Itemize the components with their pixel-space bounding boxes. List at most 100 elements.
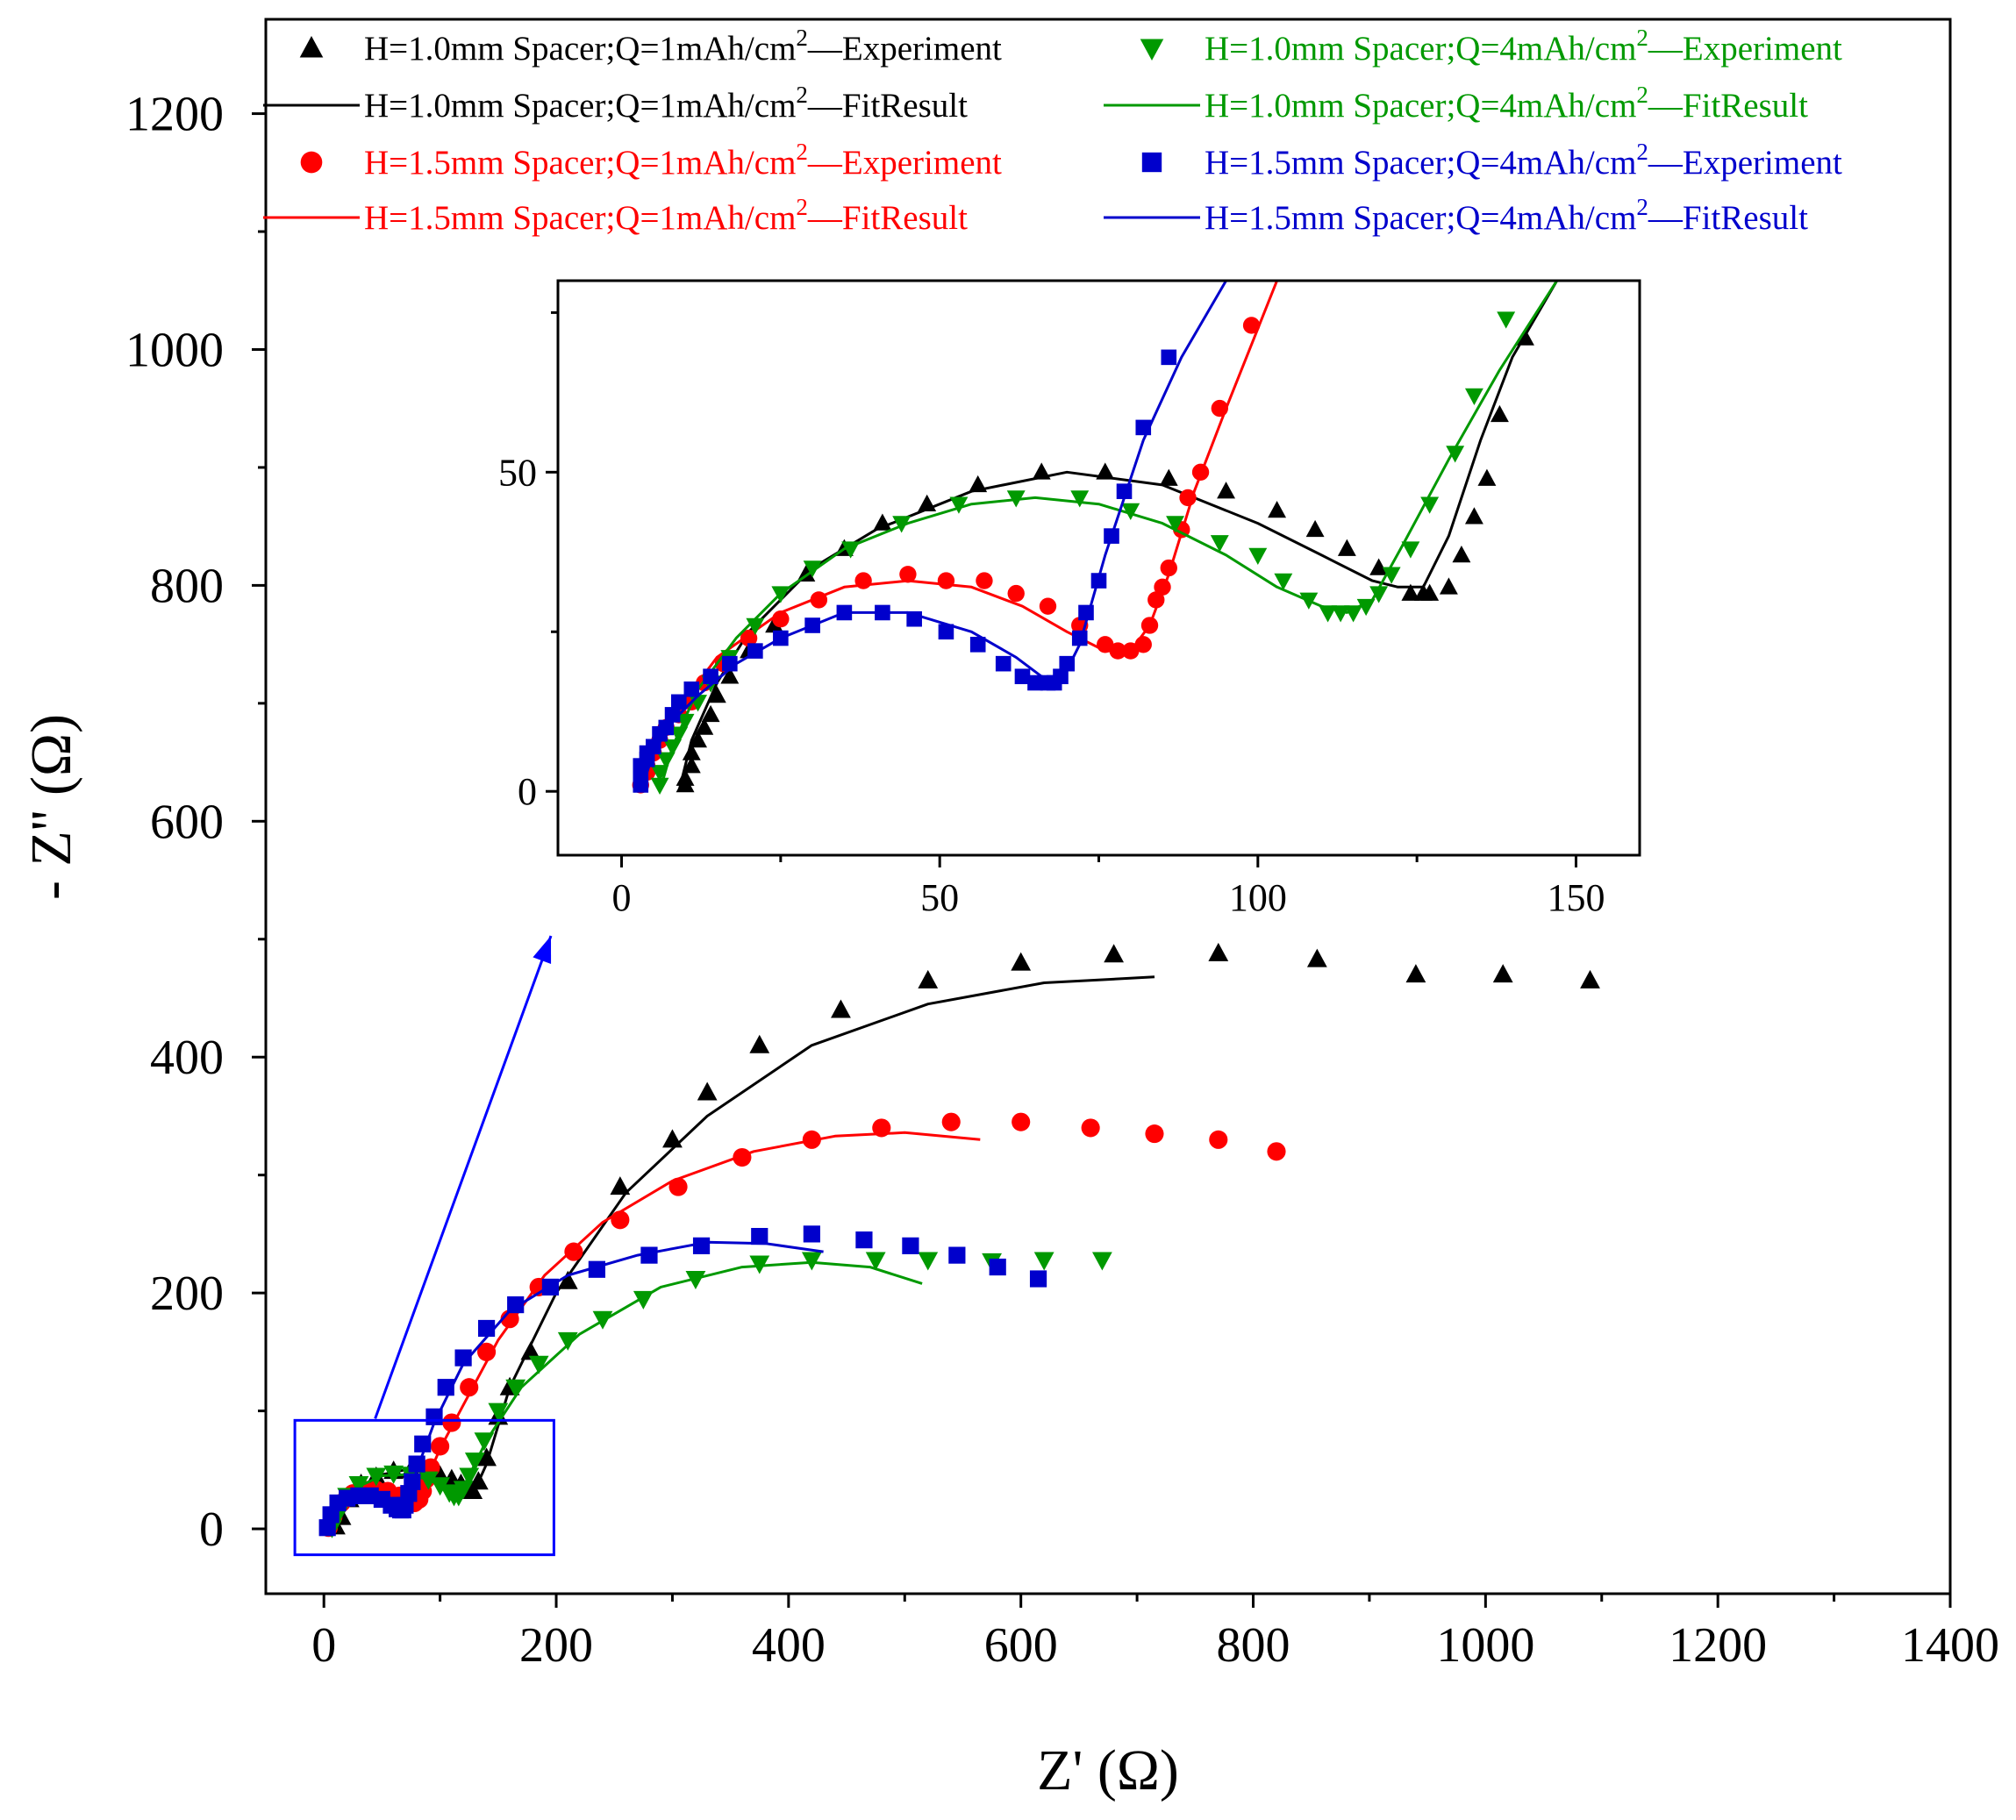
inset-x-tick-label: 100 <box>1229 876 1287 919</box>
legend-marker-swatch <box>1140 39 1164 61</box>
fit-line <box>331 1260 923 1530</box>
inset-data-point <box>1166 516 1184 533</box>
legend-label: H=1.0mm Spacer;Q=4mAh/cm2—FitResult <box>1205 82 1808 125</box>
y-tick-label: 600 <box>150 795 224 849</box>
legend-entry-3: H=1.5mm Spacer;Q=1mAh/cm2—Experiment <box>300 139 1002 182</box>
series-8-line <box>325 1240 824 1530</box>
zoom-region-box <box>293 1418 555 1557</box>
x-tick-label: 0 <box>311 1618 336 1673</box>
inset-x-tick-label: 0 <box>612 876 632 919</box>
inset-data-point <box>995 655 1012 672</box>
y-tick-label: 0 <box>199 1502 224 1557</box>
inset-data-point <box>1497 311 1516 329</box>
legend-marker-swatch <box>299 36 324 58</box>
inset-data-point <box>1159 468 1178 486</box>
data-point <box>918 969 939 989</box>
main-series <box>318 942 1600 1538</box>
inset-data-point <box>1210 535 1229 553</box>
inset-data-point <box>1401 541 1420 559</box>
inset-data-point <box>899 566 917 583</box>
inset-data-point <box>1464 388 1483 405</box>
legend-entry-8: H=1.5mm Spacer;Q=4mAh/cm2—FitResult <box>1104 194 1808 237</box>
y-tick-label: 200 <box>150 1267 224 1321</box>
inset-data-point <box>1337 539 1356 556</box>
inset-data-point <box>1070 490 1090 508</box>
data-point <box>803 1225 820 1243</box>
inset-data-point <box>1439 577 1458 595</box>
data-point <box>1081 1118 1100 1138</box>
data-point <box>453 1481 474 1500</box>
data-point <box>505 1379 526 1398</box>
data-point <box>460 1378 479 1397</box>
data-point <box>668 1177 688 1196</box>
data-point <box>865 1252 886 1271</box>
inset-series-1-scatter <box>676 328 1534 793</box>
data-point <box>1209 1130 1228 1149</box>
legend-label: H=1.0mm Spacer;Q=1mAh/cm2—FitResult <box>364 82 968 125</box>
data-point <box>528 1355 549 1374</box>
inset-data-point <box>701 704 720 723</box>
inset-data-point <box>976 572 993 589</box>
inset-data-point <box>803 560 822 578</box>
x-axis-title: Z' (Ω) <box>1037 1738 1179 1802</box>
legend: H=1.0mm Spacer;Q=1mAh/cm2—Experiment H=1.… <box>263 25 1842 237</box>
legend-label: H=1.5mm Spacer;Q=1mAh/cm2—FitResult <box>364 194 968 237</box>
inset-data-point <box>1134 636 1152 653</box>
y-tick-label: 1200 <box>125 88 224 142</box>
inset-data-point <box>1452 545 1471 563</box>
data-point <box>1267 1142 1286 1161</box>
y-tick-label: 1000 <box>125 323 224 377</box>
inset-data-point <box>1369 558 1389 575</box>
inset-data-point <box>1161 349 1177 366</box>
inset-data-point <box>1490 404 1509 423</box>
inset-series <box>632 281 1558 795</box>
data-point <box>1091 1252 1112 1271</box>
data-point <box>454 1349 472 1367</box>
data-point <box>685 1271 706 1289</box>
data-point <box>751 1227 769 1245</box>
inset-data-point <box>682 756 701 774</box>
data-point <box>1580 969 1600 989</box>
data-point <box>1208 942 1229 961</box>
inset-data-point <box>1007 584 1025 603</box>
data-point <box>476 1447 497 1467</box>
inset-data-point <box>937 572 955 589</box>
inset-series-8-line <box>639 281 1227 792</box>
legend-entry-6: H=1.0mm Spacer;Q=4mAh/cm2—FitResult <box>1104 82 1808 125</box>
data-point <box>1029 1270 1047 1288</box>
annotations <box>293 935 555 1557</box>
main-axes: 0 200 400 600 800 1000 1200 1400020040060080010… <box>125 88 1999 1673</box>
inset-fit-line <box>639 281 1227 792</box>
inset-data-point <box>707 686 726 703</box>
y-tick-label: 800 <box>150 559 224 613</box>
x-tick-label: 400 <box>752 1618 826 1673</box>
inset-data-point <box>1027 674 1043 691</box>
inset-data-point <box>1464 507 1483 525</box>
x-tick-label: 1000 <box>1436 1618 1534 1673</box>
legend-entry-2: H=1.0mm Spacer;Q=1mAh/cm2—FitResult <box>263 82 968 125</box>
data-point <box>831 999 851 1018</box>
data-point <box>989 1258 1006 1276</box>
inset-data-point <box>1356 598 1376 617</box>
inset-data-point <box>676 713 695 732</box>
data-point <box>477 1319 496 1338</box>
inset-data-point <box>650 765 669 782</box>
data-point <box>1306 948 1327 967</box>
y-tick-label: 400 <box>150 1031 224 1085</box>
legend-label: H=1.5mm Spacer;Q=4mAh/cm2—Experiment <box>1205 139 1842 182</box>
x-tick-label: 1200 <box>1669 1618 1767 1673</box>
legend-entry-5: H=1.0mm Spacer;Q=4mAh/cm2—Experiment <box>1140 25 1842 68</box>
inset-data-point <box>1121 503 1140 520</box>
x-tick-label: 200 <box>519 1618 593 1673</box>
series-6-line <box>331 1260 923 1530</box>
inset-data-point <box>1242 317 1261 334</box>
legend-entry-4: H=1.5mm Spacer;Q=1mAh/cm2—FitResult <box>263 194 968 237</box>
inset-data-point <box>1268 501 1287 518</box>
data-point <box>488 1402 509 1422</box>
data-point <box>918 1252 939 1271</box>
legend-marker-swatch <box>1141 152 1162 173</box>
inset-data-point <box>645 739 661 755</box>
inset-data-point <box>969 637 986 653</box>
inset-data-point <box>720 667 740 684</box>
data-point <box>557 1331 578 1351</box>
